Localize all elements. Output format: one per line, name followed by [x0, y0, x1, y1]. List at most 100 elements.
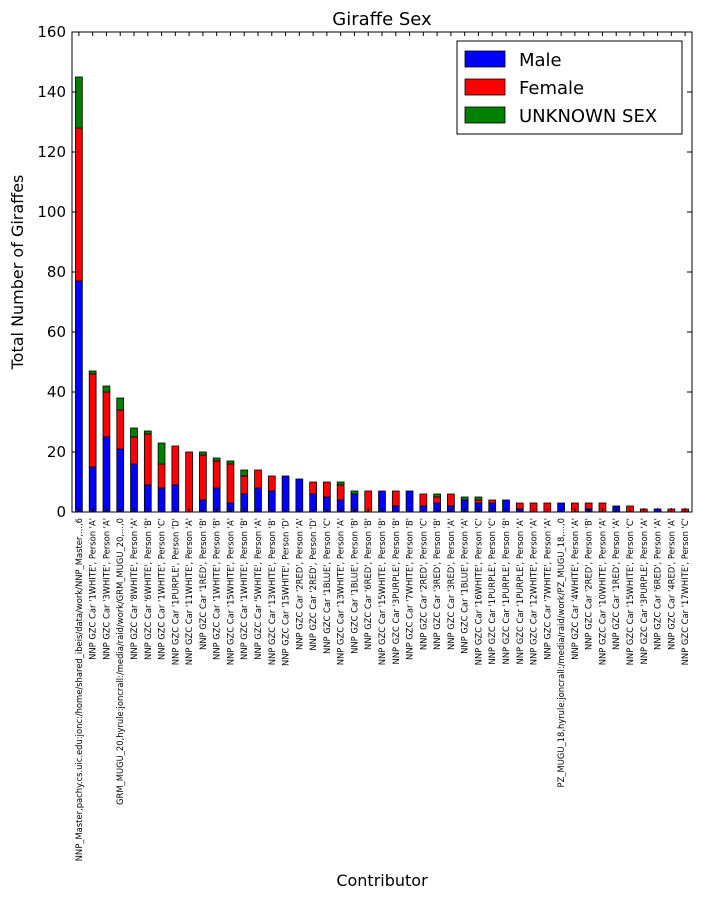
bar-segment-female-5: [143, 433, 152, 486]
x-tick-label: NNP GZC Car '15WHITE', Person 'A': [225, 518, 235, 665]
x-tick-label: NNP GZC Car '15WHITE', Person 'D': [281, 518, 291, 666]
bar-segment-female-6: [157, 463, 166, 489]
bar-segment-unknown-sex-28: [460, 496, 469, 501]
bar-segment-unknown-sex-4: [130, 427, 138, 438]
bar-segment-female-1: [88, 373, 97, 468]
x-tick-label: NNP GZC Car '1BLUE', Person 'A': [460, 518, 470, 654]
x-tick-label: NNP GZC Car '6WHITE', Person 'B': [143, 518, 153, 660]
bar-segment-unknown-sex-12: [240, 469, 249, 477]
y-tick-label: 0: [56, 503, 66, 521]
bar-segment-unknown-sex-5: [143, 430, 152, 435]
bar-segment-unknown-sex-0: [75, 76, 83, 129]
bar-segment-unknown-sex-1: [88, 370, 97, 375]
x-tick-label: NNP GZC Car '15WHITE', Person 'C': [625, 518, 635, 665]
chart-title: Giraffe Sex: [332, 9, 432, 30]
x-tick-label: NNP GZC Car '1WHITE', Person 'A': [88, 518, 98, 660]
bar-segment-male-1: [88, 466, 97, 513]
x-axis: NNP_Master,pachy.cs.uic.edu:jonc:/home/s…: [74, 32, 690, 861]
x-tick-label: NNP GZC Car '2RED', Person 'C': [418, 518, 428, 650]
bar-segment-unknown-sex-20: [350, 490, 359, 495]
legend-label: Male: [519, 50, 562, 71]
x-tick-label: NNP_Master,pachy.cs.uic.edu:jonc:/home/s…: [74, 518, 84, 861]
legend-label: Female: [519, 78, 584, 99]
x-tick-label: NNP GZC Car '1BLUE', Person 'C': [322, 518, 332, 654]
bar-segment-male-15: [281, 475, 290, 513]
bar-segment-female-2: [102, 391, 111, 438]
x-tick-label: NNP GZC Car '1RED', Person 'A': [611, 518, 621, 650]
x-tick-label: NNP GZC Car '1WHITE', Person 'B': [212, 518, 222, 660]
x-tick-label: NNP GZC Car '13WHITE', Person 'B': [267, 518, 277, 665]
bar-segment-unknown-sex-26: [433, 493, 441, 498]
x-tick-label: GRM_MUGU_20,hyrule:joncrall:/media/raid/…: [115, 518, 125, 805]
x-tick-label: NNP GZC Car '12WHITE', Person 'A': [529, 518, 539, 665]
x-tick-label: NNP GZC Car '3RED', Person 'A': [446, 518, 456, 650]
bar-segment-unknown-sex-9: [199, 451, 207, 456]
x-tick-label: NNP GZC Car '2RED', Person 'A': [294, 518, 304, 650]
bar-segment-female-30: [488, 499, 497, 504]
x-tick-label: NNP GZC Car '15WHITE', Person 'B': [377, 518, 387, 665]
x-tick-label: NNP GZC Car '8WHITE', Person 'A': [129, 518, 139, 660]
x-tick-label: NNP GZC Car '1RED', Person 'B': [198, 518, 208, 650]
bar-segment-female-9: [199, 454, 207, 501]
bar-segment-female-14: [267, 475, 276, 492]
bar-segment-female-26: [433, 496, 441, 504]
x-tick-label: NNP GZC Car '1PURPLE', Person 'C': [487, 518, 497, 665]
bar-segment-female-10: [212, 460, 221, 489]
bar-segment-female-13: [254, 469, 262, 489]
y-axis-label: Total Number of Giraffes: [8, 175, 27, 371]
x-tick-label: NNP GZC Car '6RED', Person 'A': [653, 518, 663, 650]
bar-segment-unknown-sex-19: [336, 481, 345, 486]
x-tick-label: NNP GZC Car '2RED', Person 'B': [584, 518, 594, 650]
bar-segment-male-0: [75, 280, 83, 513]
x-tick-label: NNP GZC Car '17WHITE', Person 'C': [680, 518, 690, 665]
bar-segment-female-0: [75, 127, 83, 282]
bar-segment-male-3: [116, 448, 125, 513]
bar-segment-male-4: [130, 463, 138, 513]
x-axis-label: Contributor: [336, 871, 428, 890]
x-tick-label: NNP GZC Car '1WHITE', Person 'B': [239, 518, 249, 660]
bar-segment-unknown-sex-3: [116, 397, 125, 411]
bar-segment-male-2: [102, 436, 111, 513]
x-tick-label: NNP GZC Car '11WHITE', Person 'A': [184, 518, 194, 665]
legend-swatch: [464, 78, 506, 96]
bar-segment-female-19: [336, 484, 345, 501]
x-tick-label: NNP GZC Car '3PURPLE', Person 'A': [639, 518, 649, 664]
y-tick-label: 60: [47, 323, 66, 341]
x-tick-label: NNP GZC Car '7WHITE', Person 'B': [405, 518, 415, 660]
bar-segment-female-17: [309, 481, 317, 495]
x-tick-label: NNP GZC Car '1PURPLE', Person 'A': [515, 518, 525, 664]
x-tick-label: NNP GZC Car '6RED', Person 'B': [363, 518, 373, 650]
bar-segment-female-7: [171, 445, 180, 486]
bar-segment-unknown-sex-6: [157, 442, 166, 465]
x-tick-label: PZ_MUGU_18,hyrule:joncrall:/media/raid/w…: [556, 518, 566, 787]
x-tick-label: NNP GZC Car '16WHITE', Person 'C': [473, 518, 483, 665]
y-axis: 0 20 40 60 80 100 120 140 160: [37, 23, 692, 521]
x-tick-label: NNP GZC Car '2RED', Person 'D': [308, 518, 318, 651]
x-tick-label: NNP GZC Car '3WHITE', Person 'A': [101, 518, 111, 660]
bar-segment-female-27: [447, 493, 455, 507]
x-tick-label: NNP GZC Car '1PURPLE', Person 'D': [170, 518, 180, 665]
legend: Male Female UNKNOWN SEX: [456, 40, 683, 135]
bar-segment-unknown-sex-11: [226, 460, 235, 465]
x-tick-label: NNP GZC Car '1WHITE', Person 'C': [157, 518, 167, 660]
y-tick-label: 40: [47, 383, 66, 401]
y-tick-label: 120: [37, 143, 66, 161]
legend-label: UNKNOWN SEX: [519, 106, 657, 127]
x-tick-label: NNP GZC Car '4WHITE', Person 'A': [570, 518, 580, 660]
bar-segment-male-5: [143, 484, 152, 513]
bar-segment-female-4: [130, 436, 138, 465]
bar-segment-female-8: [185, 451, 193, 513]
y-tick-label: 140: [37, 83, 66, 101]
y-tick-label: 100: [37, 203, 66, 221]
bar-segment-male-16: [295, 478, 304, 513]
bar-segment-female-3: [116, 409, 125, 450]
bar-segment-female-11: [226, 463, 235, 504]
bar-segment-female-29: [474, 499, 483, 504]
x-tick-label: NNP GZC Car '10WHITE', Person 'A': [597, 518, 607, 665]
x-tick-label: NNP GZC Car '3RED', Person 'B': [432, 518, 442, 650]
bar-segment-male-7: [171, 484, 180, 513]
y-tick-label: 80: [47, 263, 66, 281]
bar-segment-unknown-sex-10: [212, 457, 221, 462]
bar-segment-female-25: [419, 493, 428, 507]
